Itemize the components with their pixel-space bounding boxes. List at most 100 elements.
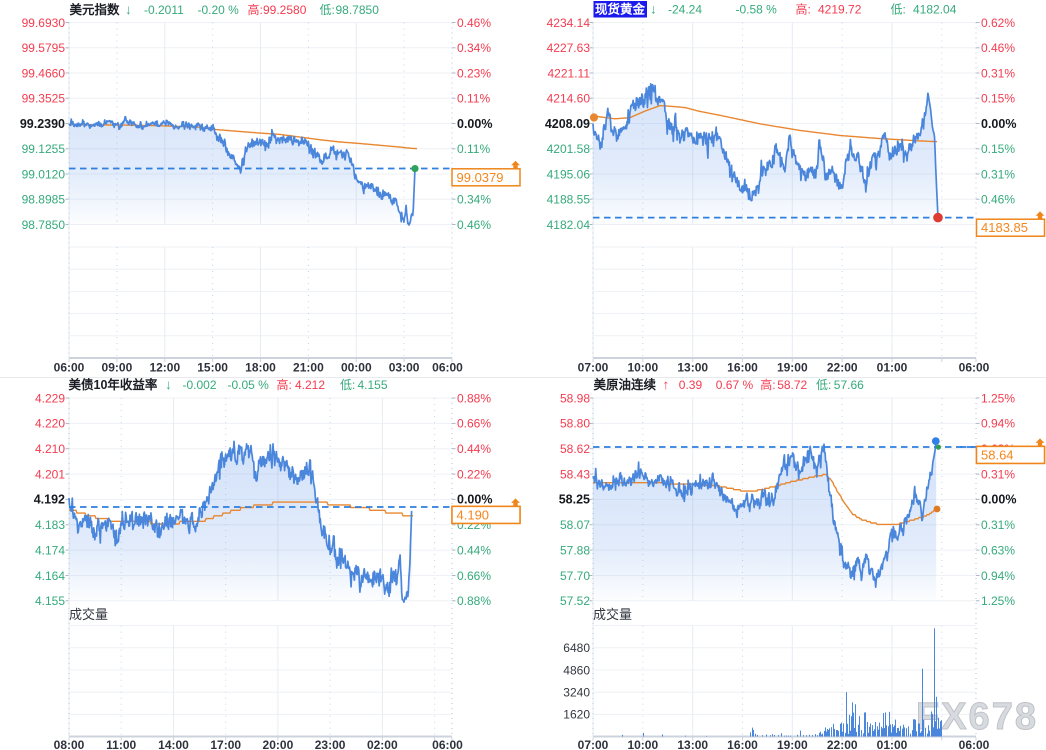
svg-text:1.25%: 1.25%: [981, 391, 1015, 405]
svg-text:98.8985: 98.8985: [22, 193, 66, 207]
svg-text:0.63%: 0.63%: [981, 543, 1015, 557]
svg-text:4195.06: 4195.06: [547, 167, 591, 181]
svg-text:4221.11: 4221.11: [548, 66, 591, 80]
svg-text:成交量: 成交量: [593, 607, 632, 622]
svg-text:低:: 低:: [320, 3, 335, 17]
svg-text:01:00: 01:00: [877, 361, 908, 375]
svg-text:19:00: 19:00: [777, 361, 808, 375]
svg-text:0.15%: 0.15%: [981, 142, 1015, 156]
svg-text:-0.2011: -0.2011: [144, 3, 184, 17]
svg-text:58.80: 58.80: [560, 417, 590, 431]
svg-text:4234.14: 4234.14: [547, 16, 591, 30]
svg-text:10:00: 10:00: [627, 361, 658, 375]
svg-text:0.94%: 0.94%: [981, 569, 1015, 583]
svg-text:↓: ↓: [165, 377, 172, 392]
svg-text:16:00: 16:00: [727, 361, 758, 375]
svg-text:06:00: 06:00: [432, 361, 463, 375]
svg-text:0.46%: 0.46%: [981, 193, 1015, 207]
svg-text:10:00: 10:00: [627, 738, 658, 750]
svg-text:0.00%: 0.00%: [457, 493, 492, 507]
svg-text:美债10年收益率: 美债10年收益率: [69, 377, 158, 392]
svg-text:0.31%: 0.31%: [981, 467, 1015, 481]
svg-text:07:00: 07:00: [578, 738, 609, 750]
svg-text:06:00: 06:00: [54, 361, 85, 375]
svg-text:成交量: 成交量: [69, 607, 108, 622]
svg-text:0.23%: 0.23%: [457, 66, 491, 80]
svg-text:00:00: 00:00: [341, 361, 372, 375]
svg-text:0.88%: 0.88%: [457, 391, 491, 405]
svg-text:0.66%: 0.66%: [457, 569, 491, 583]
svg-text:4860: 4860: [563, 663, 590, 677]
svg-text:0.31%: 0.31%: [981, 518, 1015, 532]
svg-text:07:00: 07:00: [578, 361, 609, 375]
svg-text:06:00: 06:00: [432, 738, 463, 750]
svg-text:1620: 1620: [563, 708, 590, 722]
svg-text:03:00: 03:00: [389, 361, 420, 375]
svg-text:4.190: 4.190: [457, 507, 490, 522]
svg-text:4.192: 4.192: [34, 493, 65, 507]
svg-text:0.46%: 0.46%: [981, 41, 1015, 55]
svg-text:99.5795: 99.5795: [22, 41, 66, 55]
svg-text:02:00: 02:00: [367, 738, 398, 750]
svg-text:1.25%: 1.25%: [981, 594, 1015, 608]
svg-text:17:00: 17:00: [210, 738, 241, 750]
svg-text:98.7850: 98.7850: [22, 218, 66, 232]
svg-text:11:00: 11:00: [106, 738, 136, 750]
svg-text:99.3525: 99.3525: [22, 92, 66, 106]
svg-text:0.15%: 0.15%: [981, 92, 1015, 106]
svg-text:-0.002: -0.002: [183, 378, 217, 392]
svg-text:4.220: 4.220: [35, 417, 65, 431]
svg-text:↓: ↓: [125, 2, 132, 17]
svg-text:58.62: 58.62: [560, 442, 590, 456]
svg-text:4.201: 4.201: [35, 467, 65, 481]
svg-text:美原油连续: 美原油连续: [594, 377, 657, 392]
svg-text:0.31%: 0.31%: [981, 167, 1015, 181]
svg-text:19:00: 19:00: [777, 738, 808, 750]
svg-text:4183.85: 4183.85: [981, 220, 1028, 235]
svg-text:21:00: 21:00: [293, 361, 324, 375]
svg-text:23:00: 23:00: [315, 738, 346, 750]
svg-text:高:: 高:: [760, 377, 775, 392]
svg-text:0.62%: 0.62%: [981, 16, 1015, 30]
svg-text:低:: 低:: [891, 3, 906, 17]
svg-text:0.22%: 0.22%: [457, 467, 491, 481]
svg-text:01:00: 01:00: [877, 738, 908, 750]
svg-text:4188.55: 4188.55: [547, 193, 591, 207]
svg-text:58.43: 58.43: [560, 467, 590, 481]
svg-text:0.88%: 0.88%: [457, 594, 491, 608]
svg-text:0.46%: 0.46%: [457, 16, 491, 30]
svg-text:98.7850: 98.7850: [336, 3, 380, 17]
svg-text:-0.58 %: -0.58 %: [736, 3, 778, 17]
svg-text:3240: 3240: [563, 686, 590, 700]
svg-text:4219.72: 4219.72: [818, 3, 862, 17]
svg-text:58.64: 58.64: [981, 447, 1014, 462]
svg-text:-24.24: -24.24: [668, 3, 702, 17]
svg-text:-0.20 %: -0.20 %: [198, 3, 240, 17]
svg-text:0.46%: 0.46%: [457, 218, 491, 232]
svg-text:0.67 %: 0.67 %: [716, 378, 754, 392]
svg-text:4182.04: 4182.04: [547, 218, 591, 232]
svg-text:0.44%: 0.44%: [457, 442, 491, 456]
svg-text:低:: 低:: [340, 378, 355, 392]
svg-text:99.0379: 99.0379: [457, 170, 504, 185]
svg-text:4182.04: 4182.04: [913, 3, 957, 17]
svg-text:0.34%: 0.34%: [457, 193, 491, 207]
svg-text:4.229: 4.229: [35, 391, 65, 405]
svg-text:14:00: 14:00: [158, 738, 189, 750]
svg-text:-0.05 %: -0.05 %: [228, 378, 270, 392]
svg-text:高:: 高:: [248, 2, 263, 17]
svg-text:4.183: 4.183: [35, 518, 65, 532]
svg-text:20:00: 20:00: [263, 738, 294, 750]
svg-text:13:00: 13:00: [677, 738, 708, 750]
svg-text:低:: 低:: [816, 378, 831, 392]
svg-text:4.155: 4.155: [358, 378, 388, 392]
svg-text:现货黄金: 现货黄金: [595, 2, 646, 17]
svg-text:22:00: 22:00: [827, 738, 858, 750]
svg-text:57.88: 57.88: [560, 543, 590, 557]
svg-text:16:00: 16:00: [727, 738, 758, 750]
svg-text:57.70: 57.70: [560, 569, 590, 583]
svg-text:99.2390: 99.2390: [20, 117, 65, 131]
svg-text:0.31%: 0.31%: [981, 66, 1015, 80]
svg-text:4208.09: 4208.09: [545, 117, 590, 131]
svg-text:13:00: 13:00: [677, 361, 708, 375]
